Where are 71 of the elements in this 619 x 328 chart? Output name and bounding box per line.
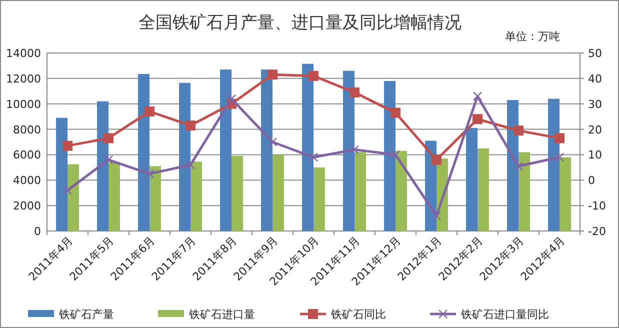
point [514, 162, 524, 171]
bar [261, 70, 272, 231]
bar [190, 162, 202, 231]
y-tick-label: 0 [34, 225, 41, 238]
bar [272, 154, 284, 231]
y-tick-label: 8000 [13, 123, 41, 136]
point [554, 133, 564, 144]
point [268, 70, 278, 80]
point [62, 186, 72, 195]
y-tick-label: 10000 [6, 98, 41, 111]
y2-tick-label: 10 [588, 148, 602, 162]
bar [384, 80, 396, 231]
bar [466, 128, 478, 231]
bar [548, 98, 560, 231]
bar [232, 156, 243, 231]
text: 单位：万吨 [505, 30, 560, 43]
bar [56, 118, 68, 231]
point [350, 87, 360, 98]
y-tick-label: 6000 [13, 148, 41, 162]
bar [68, 164, 79, 231]
point [104, 155, 114, 164]
y2-tick-label: -10 [588, 200, 606, 213]
point [514, 126, 524, 136]
point [308, 152, 318, 162]
point [554, 152, 564, 162]
y2-tick-label: 50 [588, 47, 602, 60]
bar [518, 152, 530, 231]
bar [396, 150, 407, 231]
bar [150, 166, 161, 231]
bar [220, 70, 232, 231]
y-tick-label: 14000 [6, 47, 41, 60]
y2-tick-label: 0 [588, 174, 595, 188]
point [432, 211, 442, 220]
point [472, 92, 482, 101]
y-tick-label: 2000 [13, 200, 41, 213]
y2-tick-label: 30 [588, 98, 602, 111]
legend-label: 铁矿石同比 [330, 308, 386, 321]
point [226, 94, 236, 104]
point [268, 137, 278, 147]
point [390, 150, 400, 160]
bar [560, 157, 571, 231]
y2-tick-label: -20 [588, 225, 606, 238]
bar [138, 74, 150, 231]
legend-label: 铁矿石进口量 [188, 308, 255, 321]
point [308, 70, 318, 81]
bar [478, 148, 489, 231]
legend-label: 铁矿石进口量同比 [460, 308, 549, 321]
bar [314, 167, 325, 231]
point [62, 140, 72, 151]
bar [507, 100, 518, 231]
point [350, 145, 360, 154]
y2-tick-label: 40 [588, 72, 602, 86]
y-tick-label: 4000 [13, 174, 41, 188]
point [144, 169, 154, 178]
bar [97, 101, 108, 231]
bar [179, 82, 190, 231]
bar [343, 70, 354, 231]
point [186, 160, 196, 170]
point [104, 133, 114, 144]
legend-label: 铁矿石产量 [58, 308, 114, 321]
y2-tick-label: 20 [588, 123, 602, 136]
point [144, 106, 154, 116]
bar [108, 162, 120, 231]
chart-title: 全国铁矿石月产量、进口量及同比增幅情况 [138, 13, 462, 33]
point [472, 114, 482, 124]
point [432, 154, 442, 165]
y-tick-label: 12000 [6, 72, 41, 86]
bar [354, 152, 366, 231]
point [390, 108, 400, 118]
bar [302, 64, 314, 231]
point [186, 120, 196, 130]
